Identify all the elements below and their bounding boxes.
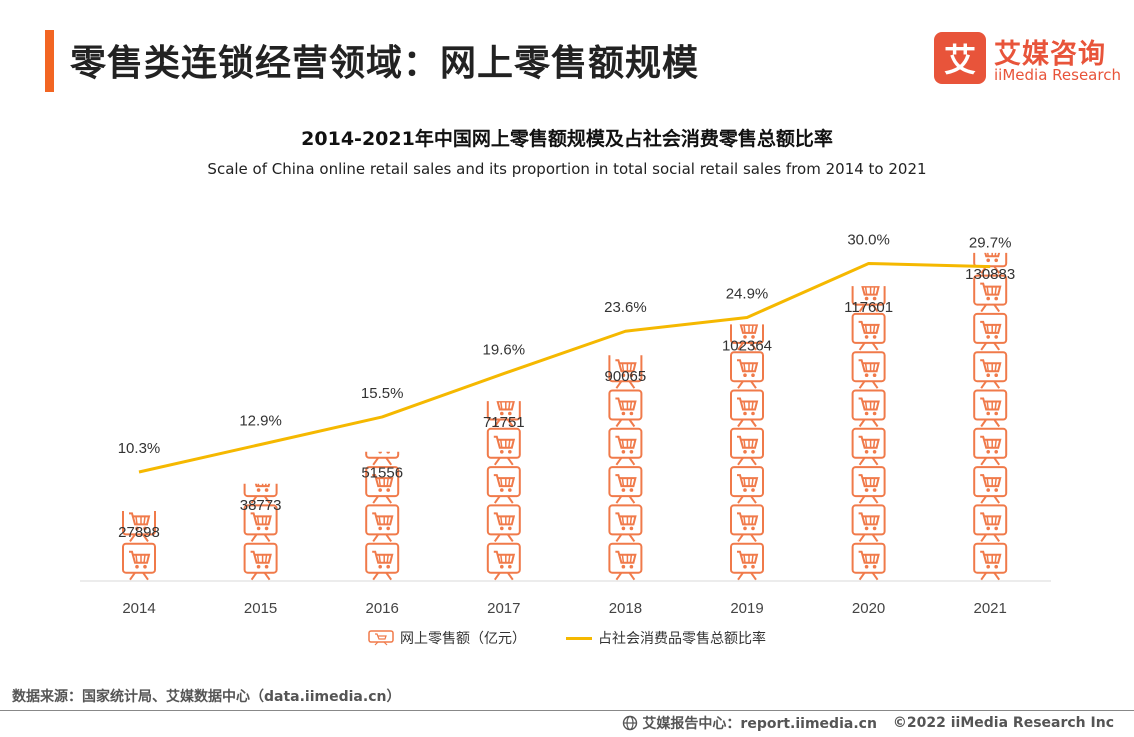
ratio-value-label-2015: 12.9%: [239, 412, 282, 429]
ratio-value-label-2014: 10.3%: [118, 440, 161, 457]
legend-item-sales[interactable]: 网上零售额（亿元）: [368, 628, 526, 648]
ratio-value-label-2019: 24.9%: [726, 285, 769, 302]
x-tick-label-2015: 2015: [244, 600, 277, 617]
sales-bar-2014: [122, 511, 156, 581]
x-tick-label-2019: 2019: [730, 600, 763, 617]
sales-value-label-2015: 38773: [240, 497, 282, 514]
sales-value-label-2017: 71751: [483, 414, 525, 431]
legend-label-sales: 网上零售额（亿元）: [400, 631, 526, 647]
chart-subtitle: Scale of China online retail sales and i…: [207, 160, 927, 178]
line-legend-icon: [566, 636, 592, 640]
ratio-value-label-2020: 30.0%: [847, 232, 890, 249]
sales-value-label-2014: 27898: [118, 524, 160, 541]
chart-legend: 网上零售额（亿元） 占社会消费品零售总额比率: [0, 628, 1134, 648]
title-accent-bar: [45, 30, 54, 92]
legend-item-ratio[interactable]: 占社会消费品零售总额比率: [566, 628, 766, 648]
x-tick-label-2016: 2016: [366, 600, 399, 617]
x-tick-label-2017: 2017: [487, 600, 520, 617]
footer-report-link[interactable]: 艾媒报告中心：report.iimedia.cn: [642, 716, 877, 732]
sales-bar-2015: [243, 483, 278, 581]
iimedia-logo[interactable]: 艾 艾媒咨询 iiMedia Research: [934, 32, 1121, 88]
sales-value-label-2021: 130883: [965, 266, 1015, 283]
chart-title: 2014-2021年中国网上零售额规模及占社会消费零售总额比率: [301, 128, 833, 150]
x-tick-label-2021: 2021: [974, 600, 1007, 617]
sales-bar-2018: [608, 355, 643, 581]
globe-icon: [623, 715, 638, 731]
cart-legend-icon: [368, 630, 394, 646]
sales-value-label-2018: 90065: [605, 368, 647, 385]
x-tick-label-2014: 2014: [122, 600, 155, 617]
x-tick-label-2018: 2018: [609, 600, 642, 617]
sales-bar-2020: [851, 286, 886, 581]
x-tick-label-2020: 2020: [852, 600, 885, 617]
legend-label-ratio: 占社会消费品零售总额比率: [598, 631, 766, 647]
footer-divider: [0, 710, 1134, 711]
sales-value-label-2016: 51556: [361, 465, 403, 482]
footer: 艾媒报告中心：report.iimedia.cn ©2022 iiMedia R…: [622, 713, 1114, 733]
footer-copyright: ©2022 iiMedia Research Inc: [892, 715, 1114, 731]
data-source-note: 数据来源：国家统计局、艾媒数据中心（data.iimedia.cn）: [12, 689, 401, 705]
logo-mark-icon: 艾: [934, 32, 986, 84]
ratio-value-label-2016: 15.5%: [361, 385, 404, 402]
ratio-value-label-2017: 19.6%: [483, 342, 526, 359]
page-title: 零售类连锁经营领域：网上零售额规模: [70, 43, 700, 84]
sales-value-label-2019: 102364: [722, 337, 772, 354]
sales-bar-2021: [973, 252, 1008, 581]
ratio-series-line: [138, 262, 991, 474]
sales-bar-2016: [365, 451, 400, 581]
ratio-value-label-2018: 23.6%: [604, 299, 647, 316]
logo-english-name: iiMedia Research: [994, 66, 1121, 84]
logo-chinese-name: 艾媒咨询: [994, 39, 1106, 70]
sales-value-label-2020: 117601: [844, 299, 893, 316]
ratio-value-label-2021: 29.7%: [969, 235, 1012, 252]
